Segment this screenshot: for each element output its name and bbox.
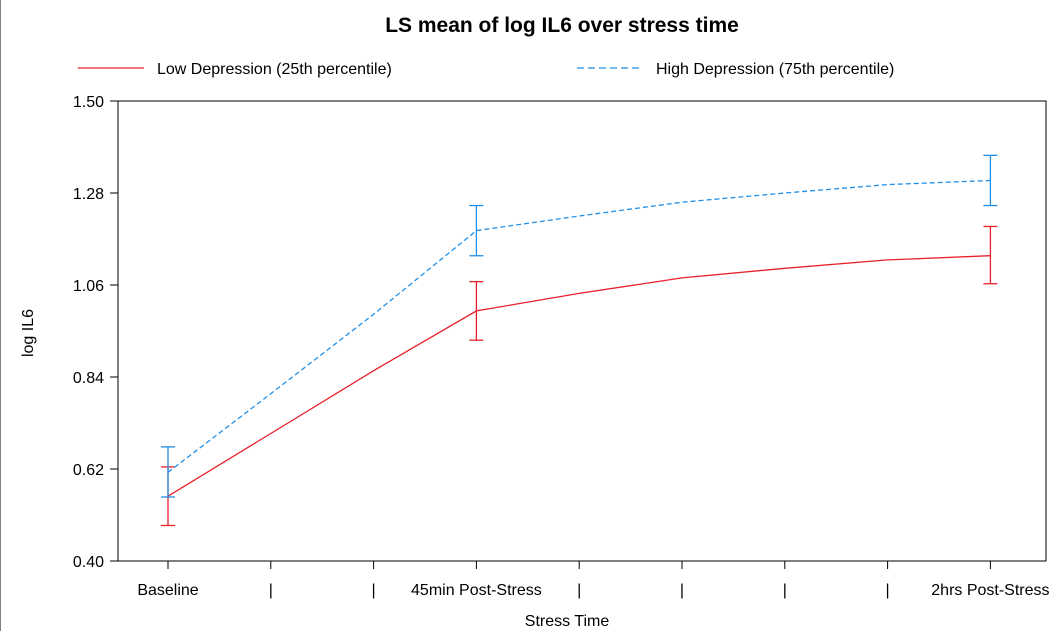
x-tick-label: 45min Post-Stress: [411, 582, 542, 599]
error-bar: [469, 281, 484, 341]
x-tick-label: Baseline: [137, 582, 198, 599]
series-layer: [161, 154, 998, 527]
axes: 0.40 0.62 0.84 1.06 1.28 1.50 Baseline | | 45min …: [73, 94, 1050, 599]
plot-frame: [117, 100, 1047, 562]
y-tick-label: 0.62: [73, 462, 104, 479]
legend-entry: High Depression (75th percentile): [656, 61, 894, 78]
y-tick-label: 1.28: [73, 186, 104, 203]
series-line: [167, 179, 991, 473]
error-bar: [983, 154, 998, 207]
x-tick-label: 2hrs Post-Stress: [931, 582, 1049, 599]
legend-entry: Low Depression (25th percentile): [157, 61, 392, 78]
x-tick-label: |: [577, 582, 581, 599]
error-bar: [161, 446, 175, 498]
x-tick-label: |: [269, 582, 273, 599]
x-tick-label: |: [783, 582, 787, 599]
legend: Low Depression (25th percentile) High Dep…: [78, 61, 894, 78]
chart-title: LS mean of log IL6 over stress time: [385, 14, 739, 37]
y-tick-label: 1.50: [73, 94, 104, 111]
x-tick-label: |: [372, 582, 376, 599]
y-tick-label: 1.06: [73, 278, 104, 295]
y-axis-label: log IL6: [20, 309, 37, 357]
y-tick-label: 0.40: [73, 554, 104, 571]
x-tick-label: |: [886, 582, 890, 599]
error-bar: [983, 225, 998, 285]
error-bar: [469, 204, 484, 257]
x-tick-label: |: [680, 582, 684, 599]
x-axis-label: Stress Time: [525, 613, 610, 630]
y-tick-label: 0.84: [73, 370, 104, 387]
series-line: [167, 255, 991, 497]
